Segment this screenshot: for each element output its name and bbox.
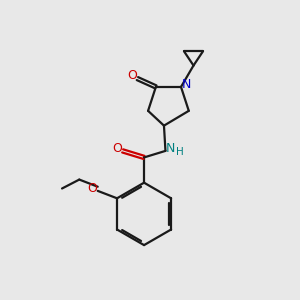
Text: O: O xyxy=(88,182,98,195)
Text: N: N xyxy=(166,142,176,155)
Text: O: O xyxy=(128,69,138,82)
Text: N: N xyxy=(182,78,191,91)
Text: H: H xyxy=(176,147,184,158)
Text: O: O xyxy=(112,142,122,155)
